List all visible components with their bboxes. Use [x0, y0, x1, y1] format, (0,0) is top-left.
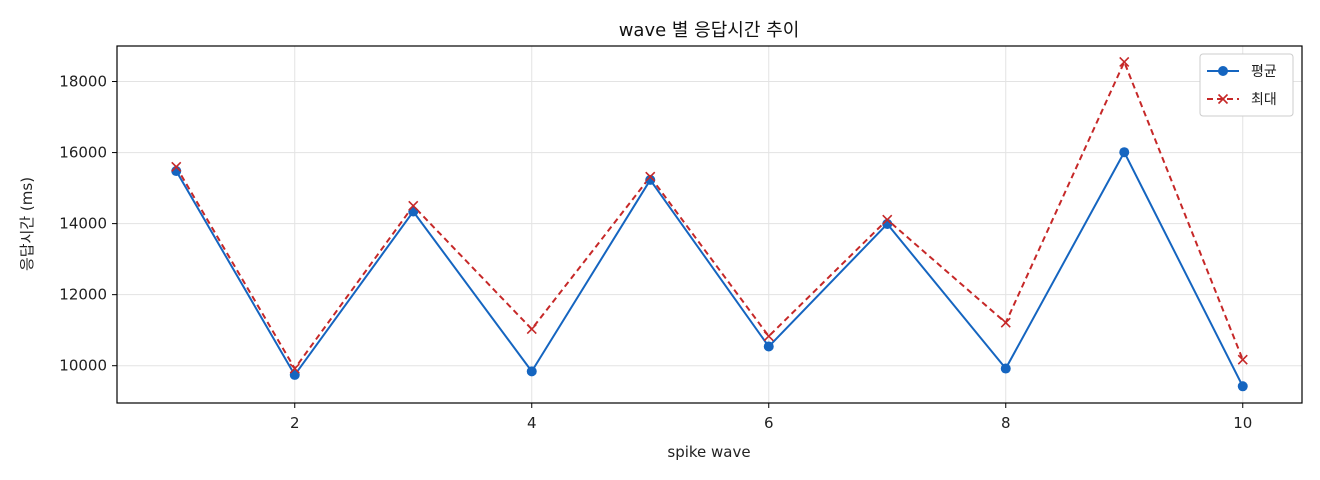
- data-point: [763, 341, 774, 352]
- series-line: [175, 60, 1244, 370]
- data-point: [408, 206, 419, 217]
- data-point: [289, 369, 300, 380]
- data-point: [1218, 66, 1228, 76]
- y-tick-label: 10000: [59, 357, 107, 375]
- data-point: [1237, 381, 1248, 392]
- series-line: [175, 151, 1244, 387]
- y-tick-label: 18000: [59, 73, 107, 91]
- data-point: [1119, 56, 1130, 68]
- x-tick-label: 2: [290, 414, 300, 432]
- data-point: [408, 200, 419, 211]
- x-axis-label: spike wave: [667, 443, 750, 461]
- x-tick-label: 4: [527, 414, 537, 432]
- x-tick-label: 10: [1233, 414, 1252, 432]
- data-point: [1237, 354, 1248, 365]
- data-point: [1217, 93, 1229, 105]
- series-layer: [171, 56, 1248, 392]
- legend-box: [1199, 53, 1294, 117]
- x-tick-label: 8: [1001, 414, 1011, 432]
- y-tick-label: 12000: [59, 286, 107, 304]
- data-point: [171, 161, 182, 172]
- data-point: [763, 331, 774, 342]
- data-point: [526, 324, 537, 335]
- data-point: [1119, 147, 1130, 158]
- y-axis-label: 응답시간 (ms): [18, 177, 36, 271]
- y-tick-label: 14000: [59, 215, 107, 233]
- plot-frame: [116, 45, 1303, 404]
- grid-layer: [117, 46, 1302, 403]
- data-point: [1000, 317, 1011, 328]
- data-point: [645, 171, 656, 182]
- data-point: [526, 366, 537, 377]
- data-point: [289, 363, 300, 374]
- legend-label: 최대: [1251, 92, 1277, 108]
- data-point: [645, 174, 656, 185]
- chart-title: wave 별 응답시간 추이: [619, 20, 800, 41]
- legend-label: 평균: [1251, 64, 1277, 80]
- x-tick-label: 6: [764, 414, 774, 432]
- y-tick-label: 16000: [59, 144, 107, 162]
- data-point: [882, 214, 893, 225]
- ticks-layer: 2 4 6 8 10 10000 12000 14000 16000 18000: [59, 73, 1252, 432]
- data-point: [1000, 363, 1011, 374]
